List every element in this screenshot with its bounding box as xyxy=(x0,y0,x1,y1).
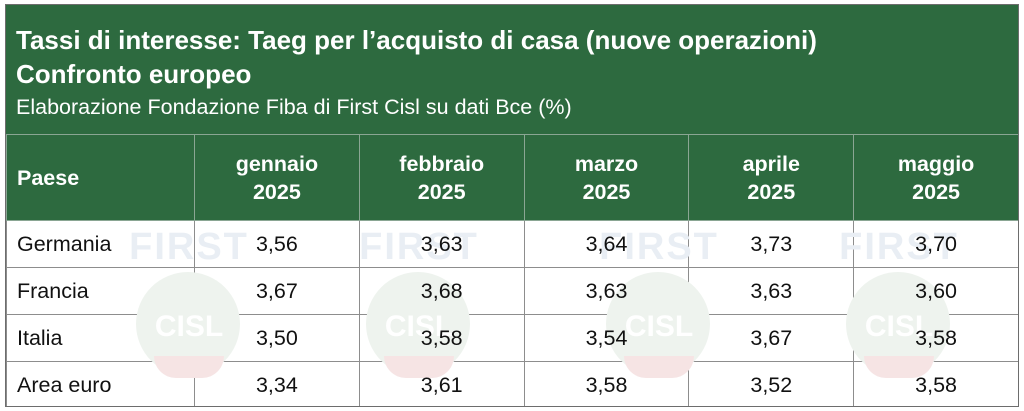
table-row: Francia 3,67 3,68 3,63 3,63 3,60 xyxy=(6,267,1018,315)
column-header-aprile: aprile 2025 xyxy=(688,134,855,221)
table-header-row: Paese gennaio 2025 febbraio 2025 marzo 2… xyxy=(6,134,1018,221)
table-title-line2: Confronto europeo xyxy=(16,59,252,89)
rate-cell: 3,56 xyxy=(194,220,360,268)
column-header-year: 2025 xyxy=(747,179,796,204)
column-header-month: aprile xyxy=(742,151,800,176)
column-header-month: gennaio xyxy=(235,151,319,176)
rate-cell: 3,63 xyxy=(358,220,525,268)
table-title-line1: Tassi di interesse: Taeg per l’acquisto … xyxy=(16,25,817,55)
column-header-year: 2025 xyxy=(582,179,631,204)
rate-cell: 3,60 xyxy=(853,267,1018,315)
country-cell: Germania xyxy=(6,220,195,268)
column-header-paese: Paese xyxy=(6,134,195,221)
rate-cell: 3,67 xyxy=(688,314,855,362)
column-header-marzo: marzo 2025 xyxy=(523,134,690,221)
rate-cell: 3,58 xyxy=(358,314,525,362)
rate-cell: 3,61 xyxy=(358,361,525,406)
rate-cell: 3,63 xyxy=(523,267,690,315)
rate-cell: 3,68 xyxy=(358,267,525,315)
rates-table-card: Tassi di interesse: Taeg per l’acquisto … xyxy=(5,4,1019,407)
column-header-gennaio: gennaio 2025 xyxy=(194,134,360,221)
rate-cell: 3,58 xyxy=(853,361,1018,406)
table-subtitle: Elaborazione Fondazione Fiba di First Ci… xyxy=(16,95,572,119)
country-cell: Francia xyxy=(6,267,195,315)
rate-cell: 3,58 xyxy=(853,314,1018,362)
rate-cell: 3,63 xyxy=(688,267,855,315)
country-cell: Italia xyxy=(6,314,195,362)
table-row: Germania 3,56 3,63 3,64 3,73 3,70 xyxy=(6,220,1018,268)
column-header-year: 2025 xyxy=(417,179,466,204)
rate-cell: 3,54 xyxy=(523,314,690,362)
table-row: Italia 3,50 3,58 3,54 3,67 3,58 xyxy=(6,314,1018,362)
rate-cell: 3,50 xyxy=(194,314,360,362)
rate-cell: 3,73 xyxy=(688,220,855,268)
rate-cell: 3,70 xyxy=(853,220,1018,268)
column-header-year: 2025 xyxy=(912,179,960,204)
table-row: Area euro 3,34 3,61 3,58 3,52 3,58 xyxy=(6,361,1018,406)
column-header-febbraio: febbraio 2025 xyxy=(358,134,525,221)
column-header-maggio: maggio 2025 xyxy=(853,134,1018,221)
rate-cell: 3,67 xyxy=(194,267,360,315)
rate-cell: 3,52 xyxy=(688,361,855,406)
column-header-month: marzo xyxy=(574,151,639,176)
rate-cell: 3,34 xyxy=(194,361,360,406)
table-header-banner: Tassi di interesse: Taeg per l’acquisto … xyxy=(6,5,1018,134)
column-header-month: maggio xyxy=(897,151,975,176)
rate-cell: 3,58 xyxy=(523,361,690,406)
country-cell: Area euro xyxy=(6,361,195,406)
interest-rates-table: Paese gennaio 2025 febbraio 2025 marzo 2… xyxy=(6,134,1018,406)
rate-cell: 3,64 xyxy=(523,220,690,268)
column-header-year: 2025 xyxy=(252,179,301,204)
column-header-month: febbraio xyxy=(399,151,485,176)
